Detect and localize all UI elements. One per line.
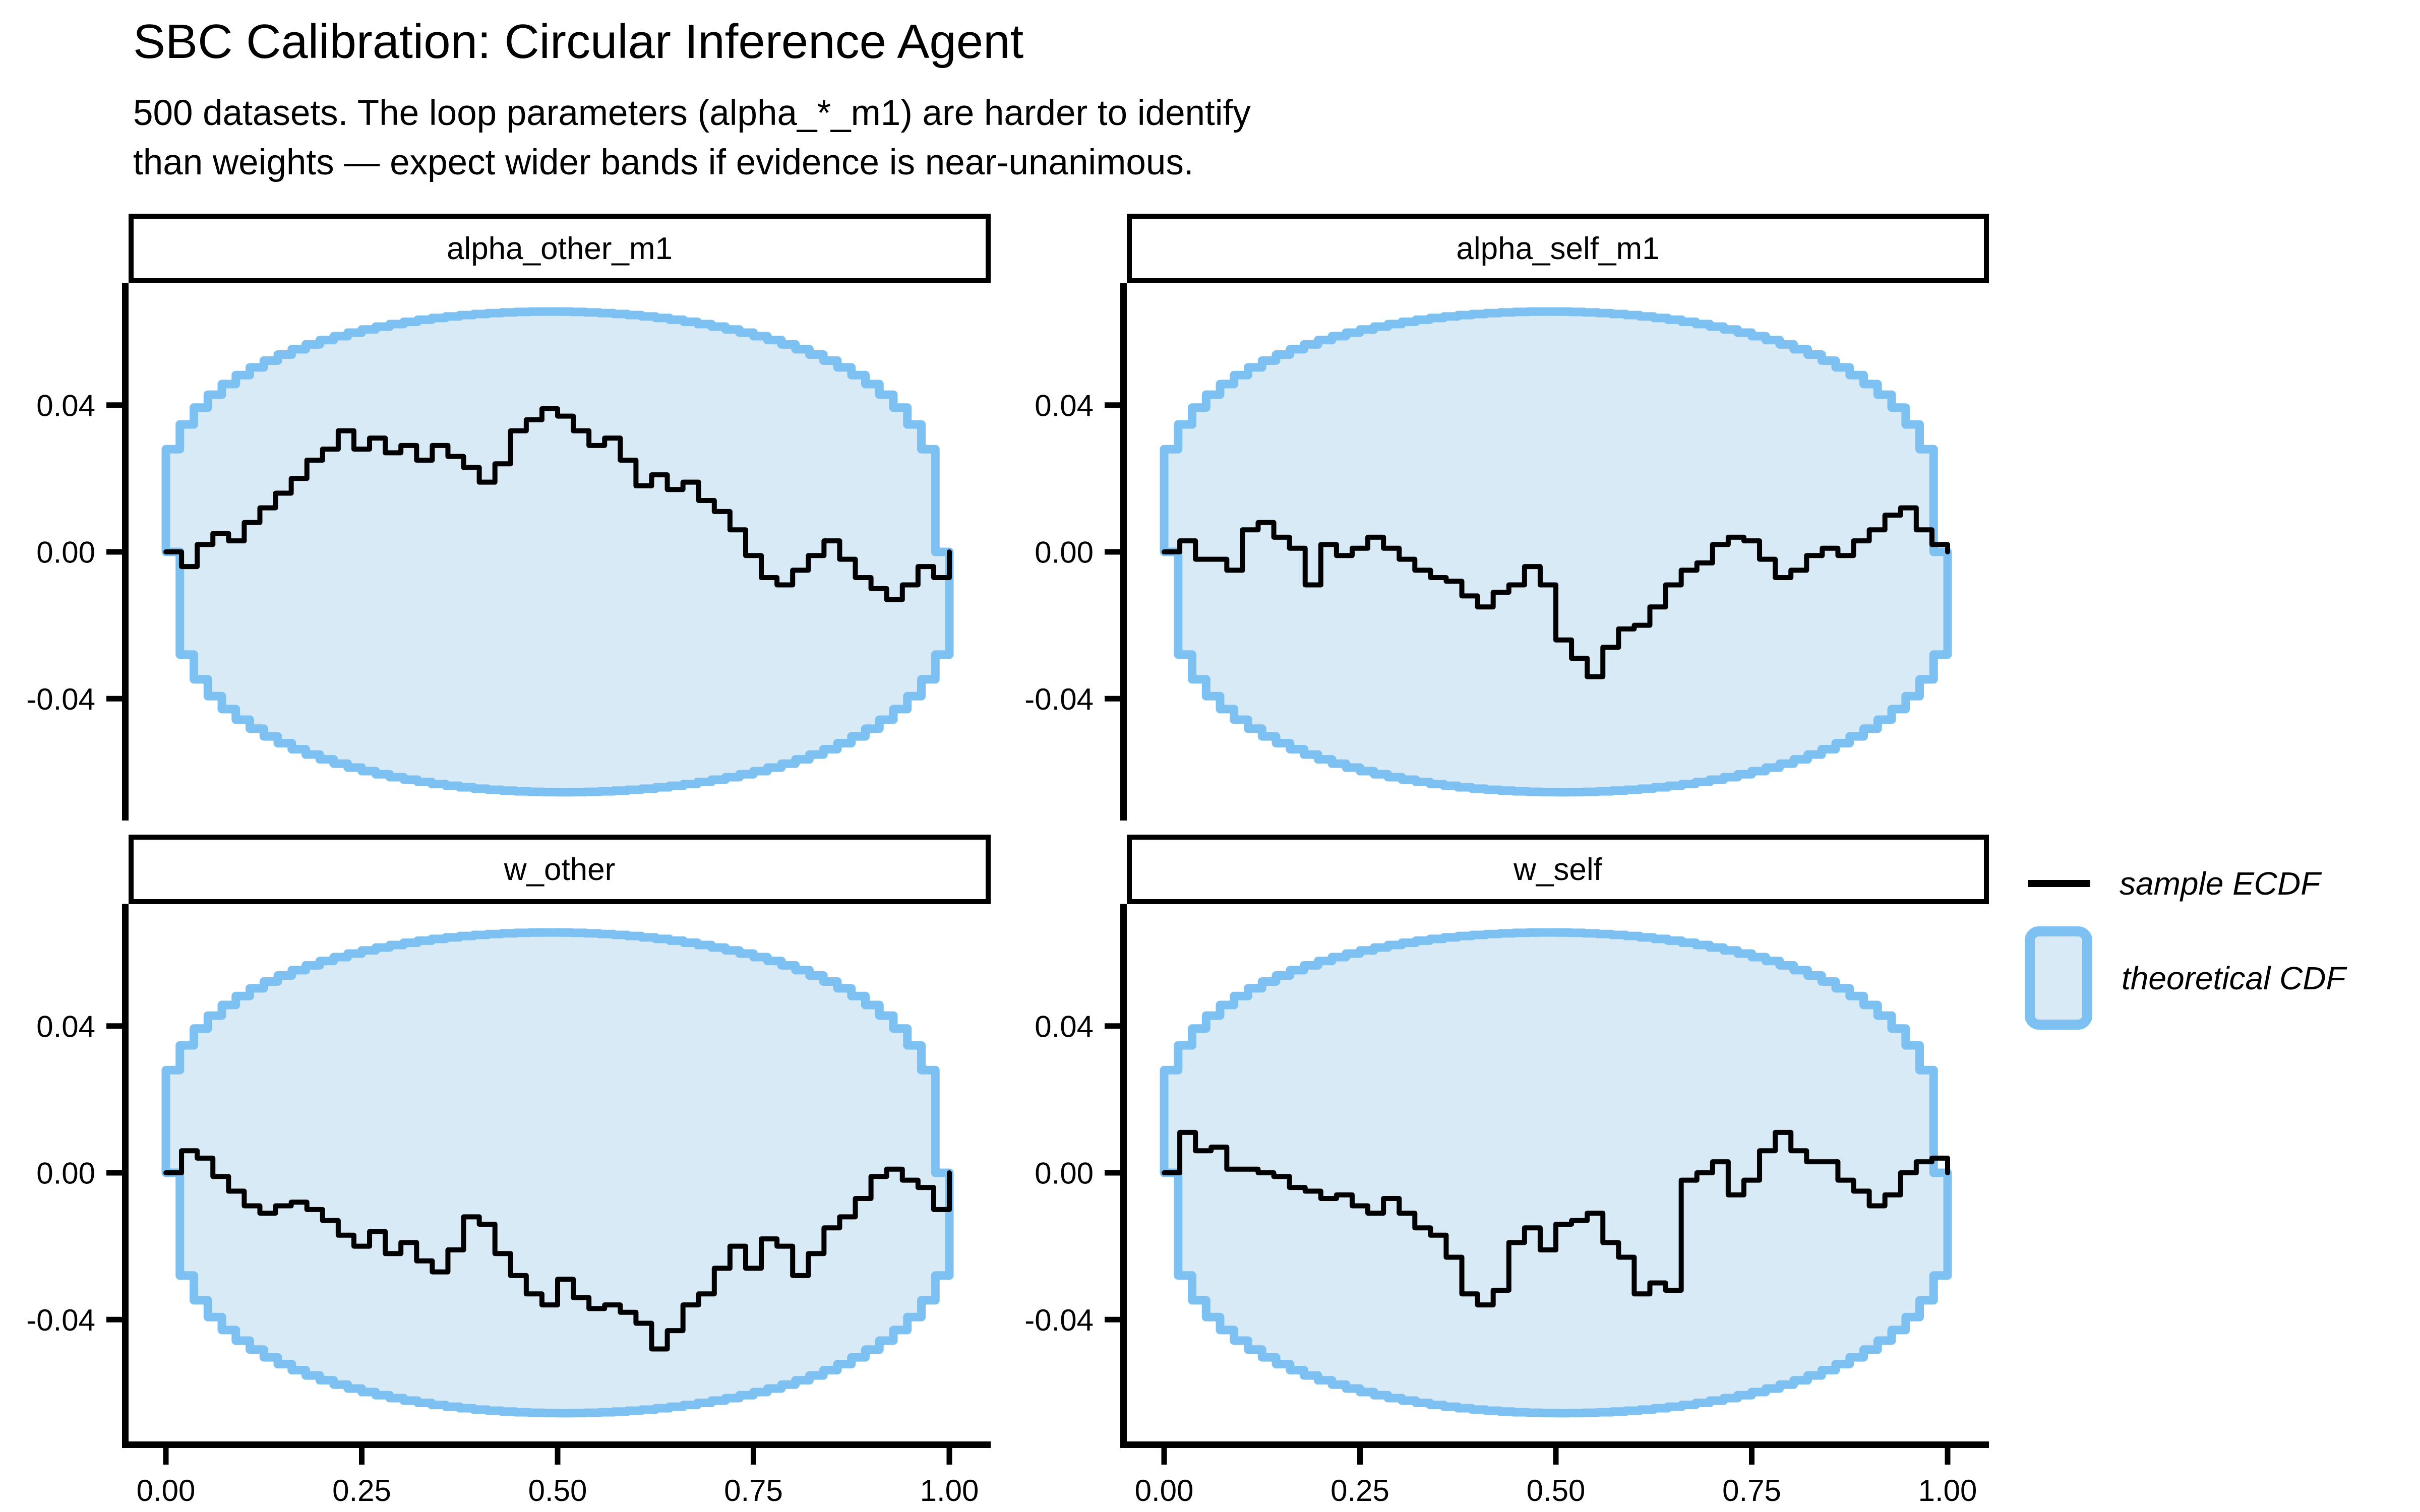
y-tick-label: 0.04	[1035, 1010, 1094, 1043]
page-title: SBC Calibration: Circular Inference Agen…	[133, 15, 1024, 69]
y-tick-label: -0.04	[26, 1303, 95, 1337]
x-tick-label: 0.50	[528, 1474, 587, 1507]
y-tick-label: 0.00	[1035, 1157, 1094, 1190]
y-tick-label: 0.04	[1035, 389, 1094, 422]
y-tick-label: 0.04	[36, 389, 95, 422]
sample-ecdf-line	[1162, 505, 1950, 679]
y-tick-label: -0.04	[26, 682, 95, 716]
sample-ecdf-line	[163, 406, 952, 602]
legend-item-sample-ecdf: sample ECDF	[2012, 865, 2320, 902]
legend-item-theoretical-cdf: theoretical CDF	[2012, 926, 2346, 1030]
x-tick-label: 1.00	[920, 1474, 979, 1507]
y-tick-label: -0.04	[1024, 682, 1094, 716]
facet-panel-alpha_other_m1: 0.04 0.00 -0.04	[26, 283, 954, 821]
facet-strip-label: w_self	[1514, 852, 1602, 887]
theoretical-cdf-band	[1160, 928, 1952, 1418]
sample-ecdf-line-swatch	[2028, 880, 2090, 887]
x-tick-label: 0.50	[1527, 1474, 1586, 1507]
sample-ecdf-line	[163, 1148, 952, 1352]
x-tick-label: 0.75	[724, 1474, 783, 1507]
facet-panel-w_self: 0.04 0.00 -0.04 0.00 0.25 0.50 0.75 1.00	[1024, 904, 1989, 1507]
theoretical-cdf-band	[161, 928, 954, 1418]
facet-strip: w_other	[129, 835, 991, 904]
y-tick-label: 0.00	[1035, 536, 1094, 570]
legend-label: theoretical CDF	[2122, 960, 2346, 996]
x-tick-label: 0.25	[1330, 1474, 1389, 1507]
facet-panel-alpha_self_m1: 0.04 0.00 -0.04	[1024, 283, 1952, 821]
sample-ecdf-line	[1162, 1129, 1950, 1308]
legend-label: sample ECDF	[2120, 865, 2321, 902]
x-tick-label: 0.25	[332, 1474, 391, 1507]
legend: sample ECDF theoretical CDF	[2012, 847, 2415, 1058]
facet-strip: alpha_other_m1	[129, 214, 991, 283]
x-tick-label: 0.00	[1135, 1474, 1194, 1507]
facet-panel-w_other: 0.04 0.00 -0.04 0.00 0.25 0.50 0.75 1.00	[26, 904, 991, 1507]
theoretical-cdf-band-swatch	[2025, 926, 2092, 1030]
y-tick-label: 0.00	[36, 1157, 95, 1190]
facet-strip: alpha_self_m1	[1127, 214, 1989, 283]
y-tick-label: 0.00	[36, 536, 95, 570]
page-subtitle: 500 datasets. The loop parameters (alpha…	[133, 93, 1251, 182]
x-tick-label: 1.00	[1918, 1474, 1977, 1507]
y-tick-label: -0.04	[1024, 1303, 1094, 1337]
facet-strip-label: alpha_other_m1	[446, 231, 673, 266]
facet-strip: w_self	[1127, 835, 1989, 904]
facet-strip-label: w_other	[504, 852, 616, 887]
y-tick-label: 0.04	[36, 1010, 95, 1043]
x-tick-label: 0.00	[137, 1474, 196, 1507]
x-tick-label: 0.75	[1722, 1474, 1781, 1507]
facet-strip-label: alpha_self_m1	[1456, 231, 1660, 266]
theoretical-cdf-band	[1160, 307, 1952, 797]
theoretical-cdf-band	[161, 307, 954, 797]
